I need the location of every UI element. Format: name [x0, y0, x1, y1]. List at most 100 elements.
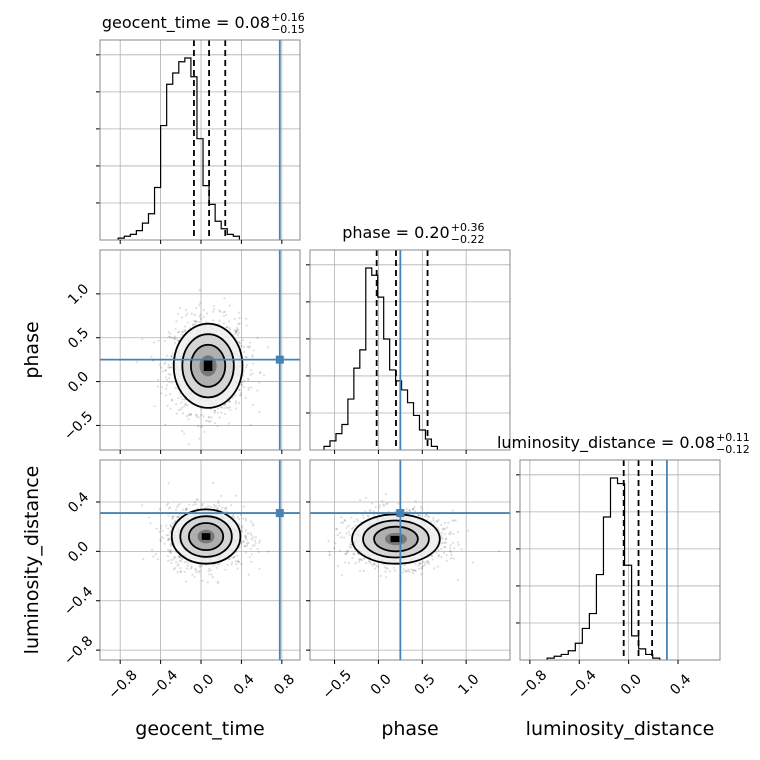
sample-point: [338, 531, 342, 535]
sample-point: [198, 566, 202, 569]
sample-point: [233, 328, 236, 332]
hist-geocent_time-frame: [99, 39, 301, 241]
sample-point: [227, 422, 231, 425]
sample-point: [448, 532, 451, 535]
sample-point: [440, 555, 443, 559]
sample-point: [251, 522, 254, 525]
sample-point: [168, 366, 171, 369]
sample-point: [327, 540, 330, 543]
sample-point: [456, 578, 459, 582]
sample-point: [449, 550, 452, 554]
sample-point: [257, 550, 260, 554]
density-peak-cell: [203, 360, 213, 372]
sample-point: [368, 560, 371, 563]
sample-point: [234, 394, 237, 397]
sample-point: [359, 569, 362, 573]
sample-point: [369, 562, 373, 565]
sample-point: [186, 564, 190, 568]
sample-point: [242, 350, 245, 354]
sample-point: [249, 341, 252, 344]
sample-point: [186, 562, 189, 565]
sample-point: [198, 304, 201, 307]
sample-point: [161, 385, 164, 389]
sample-point: [240, 526, 243, 529]
sample-point: [193, 501, 196, 504]
sample-point: [156, 558, 159, 561]
sample-point: [386, 502, 389, 505]
sample-point: [178, 556, 182, 559]
sample-point: [435, 520, 439, 523]
x-tick-label: 0.5: [412, 671, 439, 698]
sample-point: [199, 301, 202, 305]
sample-point: [168, 332, 172, 335]
sample-point: [452, 557, 455, 560]
sample-point: [328, 553, 331, 557]
sample-point: [191, 573, 194, 576]
sample-point: [386, 567, 389, 570]
sample-point: [184, 314, 187, 317]
sample-point: [162, 537, 165, 540]
sample-point: [223, 404, 226, 407]
sample-point: [184, 325, 187, 328]
sample-point: [186, 312, 189, 315]
sample-point: [222, 315, 226, 318]
x-tick-label: 0.8: [271, 671, 298, 698]
title-geocent_time: geocent_time = 0.08 +0.16−0.15: [102, 11, 305, 36]
sample-point: [453, 519, 456, 522]
sample-point: [135, 361, 139, 364]
sample-point: [247, 388, 250, 392]
sample-point: [433, 567, 436, 570]
sample-point: [417, 514, 420, 517]
sample-point: [388, 570, 392, 573]
sample-point: [372, 562, 375, 565]
sample-point: [418, 567, 421, 570]
sample-point: [231, 396, 234, 400]
sample-point: [165, 354, 169, 357]
sample-point: [256, 336, 259, 339]
sample-point: [382, 504, 386, 507]
sample-point: [184, 329, 187, 332]
sample-point: [397, 502, 400, 505]
sample-point: [158, 363, 161, 366]
x-axis-label-geocent_time: geocent_time: [135, 718, 264, 740]
y-tick-label: 1.0: [65, 281, 92, 308]
sample-point: [213, 506, 216, 509]
sample-point: [460, 548, 463, 551]
histogram-step-phase: [323, 267, 438, 450]
sample-point: [160, 366, 163, 369]
sample-point: [164, 361, 167, 364]
x-tick-label: 0.4: [667, 671, 694, 698]
sample-point: [211, 481, 215, 485]
sample-point: [258, 381, 261, 384]
sample-point: [252, 362, 255, 365]
sample-point: [170, 544, 173, 547]
sample-point: [208, 420, 211, 423]
sample-point: [360, 558, 363, 561]
sample-point: [164, 376, 168, 379]
sample-point: [424, 563, 427, 567]
sample-point: [185, 559, 189, 563]
sample-point: [240, 344, 243, 348]
histogram-step-geocent_time: [117, 57, 240, 240]
sample-point: [245, 324, 248, 327]
sample-point: [167, 363, 170, 366]
sample-point: [253, 544, 256, 547]
sample-point: [169, 551, 172, 554]
sample-point: [231, 556, 234, 560]
y-axis-label-luminosity_distance: luminosity_distance: [21, 466, 43, 655]
sample-point: [414, 510, 417, 513]
sample-point: [410, 568, 413, 571]
sample-point: [178, 502, 181, 506]
sample-point: [175, 403, 178, 406]
sample-point: [237, 401, 241, 405]
sample-point: [223, 310, 227, 313]
sample-point: [266, 346, 269, 349]
sample-point: [234, 330, 237, 333]
sample-point: [343, 518, 346, 522]
sample-point: [250, 386, 253, 389]
sample-point: [198, 571, 201, 574]
sample-point: [181, 398, 184, 401]
sample-point: [344, 561, 347, 564]
sample-point: [167, 533, 170, 536]
sample-point: [212, 563, 215, 567]
